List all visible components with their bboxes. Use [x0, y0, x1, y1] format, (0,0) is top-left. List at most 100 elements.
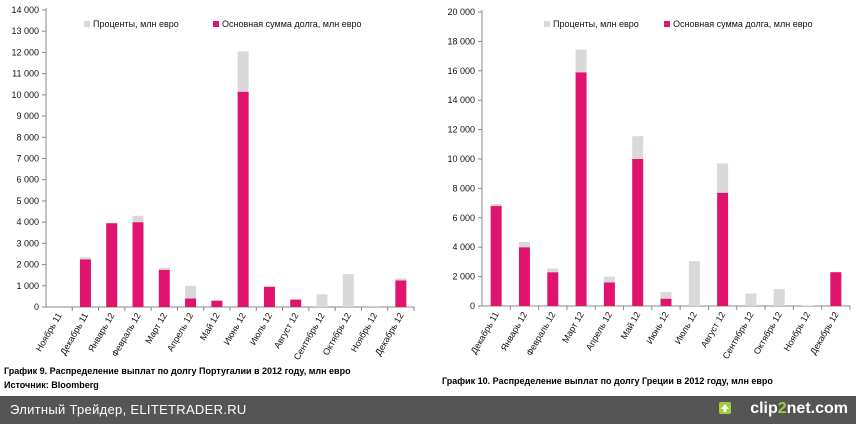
- portugal-bar-interest: [185, 285, 197, 299]
- greece-y-tick-label: 16 000: [447, 66, 475, 76]
- portugal-chart: 0 1 000 2 000 3 000 4 000 5 000 6 000 7 000 8 00…: [11, 5, 415, 362]
- greece-x-tick-label: Июль 12: [673, 310, 699, 346]
- greece-legend-swatch-interest: [544, 21, 550, 27]
- greece-y-tick-label: 18 000: [447, 36, 475, 46]
- portugal-x-tick-label: Июнь 12: [222, 311, 248, 347]
- greece-x-tick-label: Декабрь 12: [808, 310, 840, 356]
- portugal-y-tick-label: 2 000: [16, 260, 39, 270]
- portugal-legend-label-interest: Проценты, млн евро: [93, 19, 179, 29]
- portugal-x-tick-label: Ноябрь 11: [34, 311, 64, 353]
- portugal-bar-interest: [132, 215, 144, 223]
- portugal-legend-label-principal: Основная сумма долга, млн евро: [222, 19, 362, 29]
- portugal-x-tick-label: Декабрь 11: [58, 311, 90, 357]
- greece-y-tick-label: 8 000: [452, 183, 475, 193]
- greece-bar-interest: [802, 305, 814, 306]
- greece-x-tick-label: Июнь 12: [644, 310, 670, 346]
- portugal-x-tick-label: Апрель 12: [165, 311, 195, 353]
- portugal-y-tick-label: 5 000: [16, 196, 39, 206]
- portugal-y-tick-label: 13 000: [11, 26, 39, 36]
- portugal-bar-principal: [106, 223, 118, 307]
- greece-y-tick-label: 0: [470, 301, 475, 311]
- site-name[interactable]: Элитный Трейдер, ELITETRADER.RU: [10, 402, 247, 417]
- portugal-legend-swatch-interest: [84, 21, 90, 27]
- brand-part-a: clip: [750, 400, 778, 417]
- portugal-bar-principal: [237, 91, 249, 307]
- greece-x-tick-label: Март 12: [560, 310, 586, 344]
- portugal-bar-principal: [290, 299, 302, 307]
- portugal-bar-interest: [369, 305, 381, 307]
- portugal-bar-principal: [132, 222, 144, 307]
- greece-bar-principal: [660, 298, 672, 306]
- portugal-y-tick-label: 3 000: [16, 238, 39, 248]
- greece-y-tick-label: 6 000: [452, 213, 475, 223]
- portugal-y-tick-label: 9 000: [16, 111, 39, 121]
- portugal-x-tick-label: Май 12: [198, 311, 222, 342]
- greece-bar-interest: [717, 163, 729, 193]
- portugal-y-tick-label: 14 000: [11, 5, 39, 15]
- greece-y-tick-label: 12 000: [447, 125, 475, 135]
- portugal-bar-interest: [237, 51, 249, 92]
- greece-bar-interest: [603, 276, 615, 283]
- greece-legend-label-interest: Проценты, млн евро: [553, 19, 639, 29]
- greece-y-tick-label: 20 000: [447, 7, 475, 17]
- greece-y-tick-label: 4 000: [452, 242, 475, 252]
- greece-bar-principal: [717, 192, 729, 306]
- portugal-x-tick-label: Ноябрь 12: [349, 311, 380, 354]
- greece-y-tick-label: 2 000: [452, 272, 475, 282]
- portugal-bar-interest: [342, 274, 354, 307]
- upload-arrow-icon: [719, 402, 731, 414]
- portugal-y-tick-label: 1 000: [16, 281, 39, 291]
- portugal-y-tick-label: 4 000: [16, 217, 39, 227]
- greece-y-tick-label: 10 000: [447, 154, 475, 164]
- greece-legend-label-principal: Основная сумма долга, млн евро: [673, 19, 813, 29]
- greece-bar-principal: [547, 272, 559, 306]
- portugal-y-tick-label: 7 000: [16, 154, 39, 164]
- portugal-x-tick-label: Март 12: [143, 311, 169, 345]
- portugal-bar-principal: [185, 298, 197, 307]
- portugal-y-tick-label: 12 000: [11, 47, 39, 57]
- portugal-bar-interest: [158, 267, 170, 270]
- greece-bar-interest: [575, 49, 587, 73]
- greece-bar-principal: [830, 272, 842, 306]
- portugal-x-tick-label: Июль 12: [248, 311, 274, 347]
- greece-bar-interest: [490, 203, 502, 207]
- greece-x-tick-label: Ноябрь 12: [782, 310, 813, 353]
- portugal-bar-principal: [158, 269, 170, 307]
- portugal-bar-interest: [263, 285, 275, 287]
- greece-x-tick-label: Декабрь 11: [469, 310, 501, 356]
- greece-bar-principal: [603, 282, 615, 306]
- portugal-bar-interest: [316, 294, 328, 307]
- footer-bar: Элитный Трейдер, ELITETRADER.RU clip2net…: [0, 396, 856, 424]
- greece-bar-principal: [632, 159, 644, 306]
- greece-x-tick-label: Октябрь 12: [752, 310, 784, 356]
- portugal-bar-principal: [395, 280, 407, 307]
- greece-legend-swatch-principal: [664, 21, 670, 27]
- greece-bar-interest: [518, 242, 530, 248]
- greece-y-tick-label: 14 000: [447, 95, 475, 105]
- portugal-y-tick-label: 8 000: [16, 132, 39, 142]
- greece-bar-principal: [575, 72, 587, 307]
- greece-bar-interest: [773, 289, 785, 306]
- greece-bar-interest: [688, 261, 700, 306]
- portugal-bar-principal: [211, 300, 223, 307]
- brand-part-b: 2: [777, 400, 787, 417]
- greece-chart-title: График 10. Распределение выплат по долгу…: [442, 376, 773, 386]
- clip2net-logo[interactable]: clip2net.com: [750, 400, 848, 418]
- greece-bar-principal: [518, 247, 530, 306]
- portugal-x-tick-label: Январь 12: [86, 311, 116, 354]
- portugal-bar-interest: [79, 257, 91, 260]
- greece-bar-principal: [490, 206, 502, 306]
- portugal-bar-interest: [395, 278, 407, 281]
- portugal-legend-swatch-principal: [213, 21, 219, 27]
- portugal-chart-source: Источник: Bloomberg: [4, 380, 99, 390]
- greece-bar-interest: [632, 136, 644, 159]
- brand-part-c: net.com: [786, 400, 848, 417]
- greece-x-tick-label: Январь 12: [499, 310, 529, 353]
- greece-bar-interest: [547, 268, 559, 273]
- portugal-y-tick-label: 0: [34, 302, 39, 312]
- greece-x-tick-label: Май 12: [619, 310, 643, 341]
- portugal-y-tick-label: 10 000: [11, 90, 39, 100]
- portugal-bar-principal: [79, 259, 91, 307]
- portugal-y-tick-label: 6 000: [16, 175, 39, 185]
- greece-bar-interest: [660, 292, 672, 299]
